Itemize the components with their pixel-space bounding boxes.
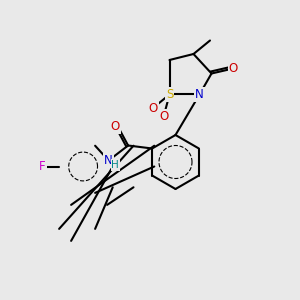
Text: N: N (104, 154, 113, 167)
Text: O: O (159, 110, 168, 124)
Text: N: N (195, 88, 204, 101)
Text: O: O (229, 62, 238, 76)
Text: H: H (111, 160, 119, 170)
Text: O: O (111, 119, 120, 133)
Text: S: S (166, 88, 173, 101)
Text: F: F (39, 160, 46, 173)
Text: O: O (148, 101, 158, 115)
